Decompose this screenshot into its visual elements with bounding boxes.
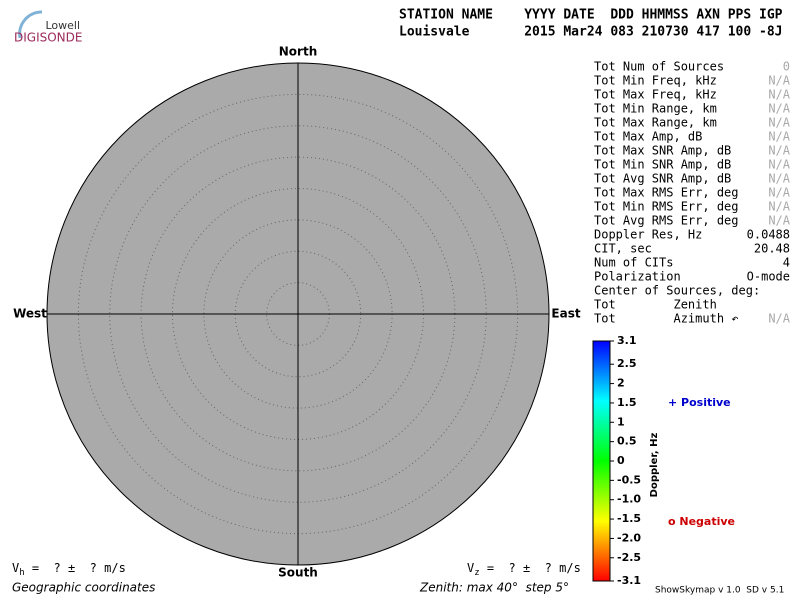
colorbar-tick-label: 0 — [617, 454, 625, 467]
colorbar-tick-label: 0.5 — [617, 435, 637, 448]
direction-label: North — [279, 45, 317, 59]
symbol: V — [12, 561, 19, 575]
footer-version: ShowSkymap v 1.0 SD v 5.1 — [655, 586, 784, 596]
subscript: z — [474, 568, 479, 578]
symbol: V — [467, 561, 474, 575]
stat-value: N/A — [768, 312, 790, 326]
stat-value: N/A — [768, 130, 790, 144]
stat-label: Tot Num of Sources — [594, 60, 724, 74]
stat-value: 4 — [783, 256, 790, 270]
stat-label: Center of Sources, deg: — [594, 284, 760, 298]
stat-value: N/A — [768, 102, 790, 116]
stat-label: Tot Max SNR Amp, dB — [594, 144, 731, 158]
header-line: STATION NAME YYYY DATE DDD HHMMSS AXN PP… — [399, 8, 783, 23]
colorbar-label: Doppler, Hz — [649, 433, 660, 498]
colorbar — [592, 340, 611, 582]
colorbar-tick-label: 2.5 — [617, 357, 637, 370]
stat-value: 20.48 — [754, 242, 790, 256]
stat-value: N/A — [768, 74, 790, 88]
stat-value: N/A — [768, 88, 790, 102]
stat-label: Tot Min RMS Err, deg — [594, 200, 739, 214]
stat-value: N/A — [768, 158, 790, 172]
colorbar-tick-label: 2 — [617, 377, 625, 390]
velocity-z: Vz = ? ± ? m/s — [467, 561, 581, 578]
stat-label: Tot Max Range, km — [594, 116, 717, 130]
legend-entry: + Positive — [668, 396, 731, 409]
footer-coordinates: Geographic coordinates — [12, 581, 155, 595]
value-text: = ? ± ? m/s — [480, 561, 581, 575]
colorbar-tick-label: -2.5 — [617, 551, 641, 564]
stat-label: CIT, sec — [594, 242, 652, 256]
stat-value: O-mode — [747, 270, 790, 284]
stat-label: Tot Avg RMS Err, deg — [594, 214, 739, 228]
stat-value: N/A — [768, 186, 790, 200]
legend-entry: o Negative — [668, 515, 735, 528]
stat-label: Tot Min Freq, kHz — [594, 74, 717, 88]
stat-value: 0 — [783, 60, 790, 74]
logo-top: Lowell — [45, 19, 80, 32]
stat-label: Tot Min SNR Amp, dB — [594, 158, 731, 172]
direction-label: West — [13, 307, 47, 321]
logo-arc — [18, 10, 43, 39]
stat-value: 0.0488 — [747, 228, 790, 242]
footer-zenith: Zenith: max 40° step 5° — [419, 581, 569, 595]
direction-label: East — [551, 307, 580, 321]
stat-value: N/A — [768, 116, 790, 130]
logo-bottom: DIGISONDE — [14, 31, 82, 45]
colorbar-tick-label: 3.1 — [617, 334, 637, 347]
value-text: = ? ± ? m/s — [25, 561, 126, 575]
stat-label: Tot Azimuth ↶ — [594, 312, 739, 326]
colorbar-tick-label: 1 — [617, 415, 625, 428]
colorbar-tick-label: -1.5 — [617, 512, 641, 525]
stat-label: Tot Max Freq, kHz — [594, 88, 717, 102]
subscript: h — [19, 568, 24, 578]
stat-label: Doppler Res, Hz — [594, 228, 702, 242]
colorbar-tick-label: -0.5 — [617, 473, 641, 486]
stat-label: Tot Max RMS Err, deg — [594, 186, 739, 200]
stat-label: Tot Zenith — [594, 298, 717, 312]
colorbar-tick-label: -2.0 — [617, 531, 641, 544]
header-line: Louisvale 2015 Mar24 083 210730 417 100 … — [399, 25, 783, 40]
stat-value: N/A — [768, 172, 790, 186]
stat-value: N/A — [768, 144, 790, 158]
stat-label: Tot Avg SNR Amp, dB — [594, 172, 731, 186]
colorbar-tick-label: 1.5 — [617, 396, 637, 409]
colorbar-tick-label: -1.0 — [617, 493, 641, 506]
stat-label: Polarization — [594, 270, 681, 284]
stat-value: N/A — [768, 214, 790, 228]
stat-label: Tot Max Amp, dB — [594, 130, 702, 144]
direction-label: South — [278, 566, 318, 580]
velocity-h: Vh = ? ± ? m/s — [12, 561, 126, 578]
colorbar-tick-label: -3.1 — [617, 574, 641, 587]
stat-value: N/A — [768, 200, 790, 214]
stat-label: Num of CITs — [594, 256, 673, 270]
stat-label: Tot Min Range, km — [594, 102, 717, 116]
